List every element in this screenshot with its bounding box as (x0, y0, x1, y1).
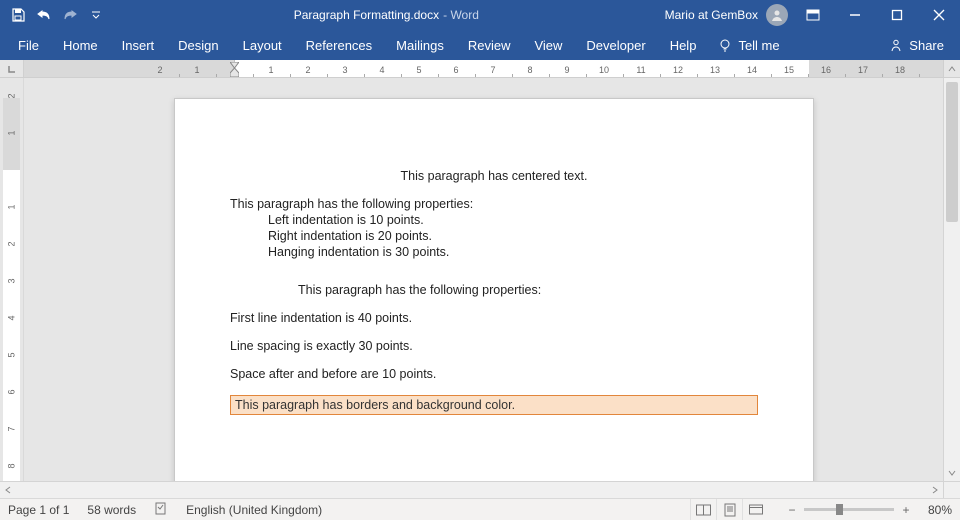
vertical-scrollbar[interactable] (943, 78, 960, 481)
tab-selector[interactable] (0, 60, 24, 77)
vscroll-down-button[interactable] (944, 465, 960, 481)
tab-help[interactable]: Help (658, 30, 709, 60)
share-label: Share (909, 38, 944, 53)
zoom-percent[interactable]: 80% (918, 503, 952, 517)
document-name: Paragraph Formatting.docx (294, 8, 439, 22)
horizontal-ruler-row: 21123456789101112131415161718 (0, 60, 960, 78)
hscroll-right-button[interactable] (927, 482, 943, 498)
zoom-slider[interactable]: − + 80% (786, 503, 952, 517)
minimize-button[interactable] (834, 0, 876, 30)
app-name-suffix: - Word (443, 8, 479, 22)
window-title: Paragraph Formatting.docx - Word (108, 8, 665, 22)
workarea: 21123456789 This paragraph has centered … (0, 78, 960, 481)
paragraph-centered[interactable]: This paragraph has centered text. (230, 169, 758, 183)
tell-me-label: Tell me (738, 38, 779, 53)
share-button[interactable]: Share (879, 38, 954, 53)
zoom-out-button[interactable]: − (786, 503, 798, 517)
zoom-handle[interactable] (836, 504, 843, 515)
paragraph-firstline-indent[interactable]: First line indentation is 40 points. (230, 311, 758, 325)
account-name: Mario at GemBox (665, 8, 758, 22)
quick-access-toolbar (0, 3, 108, 27)
hscroll-left-button[interactable] (0, 482, 16, 498)
ribbon-display-button[interactable] (792, 0, 834, 30)
tab-mailings[interactable]: Mailings (384, 30, 456, 60)
statusbar: Page 1 of 1 58 words English (United Kin… (0, 498, 960, 520)
account-area[interactable]: Mario at GemBox (665, 4, 792, 26)
paragraph-props-head-2[interactable]: This paragraph has the following propert… (298, 283, 758, 297)
tab-insert[interactable]: Insert (110, 30, 167, 60)
tab-design[interactable]: Design (166, 30, 230, 60)
window-controls (792, 0, 960, 30)
vertical-ruler[interactable]: 21123456789 (0, 78, 24, 481)
scroll-corner (943, 482, 960, 498)
zoom-in-button[interactable]: + (900, 503, 912, 517)
zoom-track[interactable] (804, 508, 894, 511)
vscroll-up-button[interactable] (943, 60, 960, 77)
view-print-layout[interactable] (716, 499, 742, 520)
paragraph-hanging-indent[interactable]: Hanging indentation is 30 points. (268, 245, 758, 259)
tab-view[interactable]: View (522, 30, 574, 60)
vscroll-thumb[interactable] (946, 82, 958, 222)
undo-button[interactable] (32, 3, 56, 27)
status-language[interactable]: English (United Kingdom) (186, 503, 322, 517)
avatar[interactable] (766, 4, 788, 26)
tab-developer[interactable]: Developer (574, 30, 657, 60)
proofing-icon[interactable] (154, 501, 168, 518)
paragraph-left-indent[interactable]: Left indentation is 10 points. (268, 213, 758, 227)
page[interactable]: This paragraph has centered text. This p… (174, 98, 814, 481)
ribbon-tabs: File Home Insert Design Layout Reference… (0, 30, 960, 60)
tell-me-search[interactable]: Tell me (708, 38, 789, 53)
share-icon (889, 38, 903, 52)
tab-home[interactable]: Home (51, 30, 110, 60)
qat-customize-button[interactable] (84, 3, 108, 27)
paragraph-bordered[interactable]: This paragraph has borders and backgroun… (230, 395, 758, 415)
hscroll-track[interactable] (16, 482, 927, 498)
tab-references[interactable]: References (294, 30, 384, 60)
view-web-layout[interactable] (742, 499, 768, 520)
tab-file[interactable]: File (6, 30, 51, 60)
view-read-mode[interactable] (690, 499, 716, 520)
view-buttons (690, 499, 768, 520)
titlebar: Paragraph Formatting.docx - Word Mario a… (0, 0, 960, 30)
horizontal-scrollbar[interactable] (0, 481, 960, 498)
hanging-indent-marker[interactable] (230, 68, 239, 77)
status-page[interactable]: Page 1 of 1 (8, 503, 69, 517)
maximize-button[interactable] (876, 0, 918, 30)
paragraph-space-before-after[interactable]: Space after and before are 10 points. (230, 367, 758, 381)
lightbulb-icon (718, 38, 732, 52)
status-words[interactable]: 58 words (87, 503, 136, 517)
save-button[interactable] (6, 3, 30, 27)
paragraph-right-indent[interactable]: Right indentation is 20 points. (268, 229, 758, 243)
paragraph-props-head[interactable]: This paragraph has the following propert… (230, 197, 758, 211)
paragraph-line-spacing[interactable]: Line spacing is exactly 30 points. (230, 339, 758, 353)
redo-button[interactable] (58, 3, 82, 27)
document-canvas[interactable]: This paragraph has centered text. This p… (24, 78, 943, 481)
tab-layout[interactable]: Layout (231, 30, 294, 60)
tab-review[interactable]: Review (456, 30, 523, 60)
horizontal-ruler[interactable]: 21123456789101112131415161718 (24, 60, 943, 77)
close-button[interactable] (918, 0, 960, 30)
